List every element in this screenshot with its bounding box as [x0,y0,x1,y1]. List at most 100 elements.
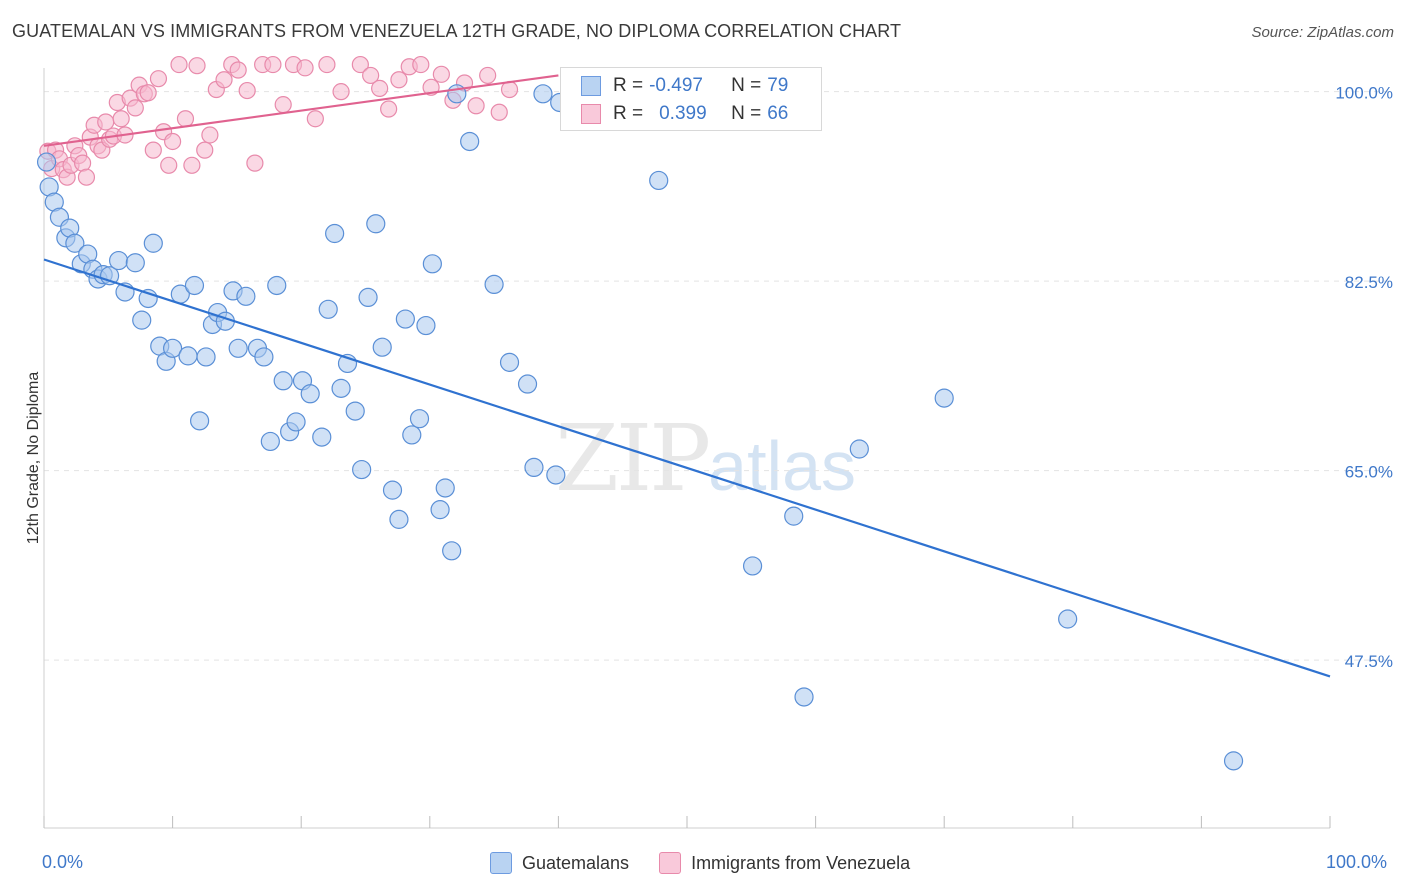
venezuela-point [371,79,389,98]
y-tick-label: 65.0% [1345,463,1393,482]
guatemalan-point [312,427,332,447]
guatemalan-point [409,409,430,429]
data-points [36,55,1244,771]
guatemalan-point [196,347,216,367]
venezuela-point [296,59,314,77]
guatemalan-point [1058,609,1078,629]
guatemalan-point [286,412,306,432]
guatemalan-point [1223,751,1244,771]
guatemalan-point [358,287,378,307]
guatemalan-point [325,223,345,244]
venezuela-point [97,113,115,131]
guatemalan-point [546,465,566,485]
venezuela-point [126,99,144,117]
guatemalan-point [435,478,455,498]
guatemalan-point [254,347,274,367]
venezuela-point [390,71,408,89]
guatemalan-point [273,371,293,391]
guatemalan-point [300,384,320,404]
y-tick-label: 47.5% [1345,652,1393,671]
guatemalan-point [65,233,85,253]
guatemalan-point [190,411,210,431]
guatemalan-point [143,233,163,253]
guatemalan-point [742,556,763,576]
guatemalan-point [331,378,351,398]
grid-lines [44,91,1390,661]
venezuela-point [490,103,508,121]
guatemalan-point [382,480,403,500]
guatemalan-point [163,338,183,358]
watermark: ZIPatlas [555,405,856,512]
venezuela-point [170,55,188,74]
venezuela-point [238,81,256,100]
chart-title: GUATEMALAN VS IMMIGRANTS FROM VENEZUELA … [12,21,902,41]
x-axis-max-label: 100.0% [1326,852,1388,872]
guatemalan-point [366,214,386,234]
venezuela-point [432,65,450,83]
venezuela-point [188,57,206,75]
guatemalan-point [260,431,280,452]
guatemalan-point [934,388,954,408]
venezuela-point [332,83,350,101]
venezuela-point [160,156,178,174]
venezuela-trend-line [43,74,559,147]
guatemalan-point [352,459,372,480]
venezuela-point [467,97,485,115]
venezuela-point [196,141,214,159]
series-legend: Guatemalans Immigrants from Venezuela [490,852,940,874]
guatemalan-point [499,352,520,372]
venezuela-point [479,66,497,85]
legend-r-value: 0.399 [659,103,707,124]
legend-label-guatemalans: Guatemalans [522,852,630,873]
guatemalan-point [484,274,504,295]
guatemalan-point [267,275,287,296]
y-axis-label: 12th Grade, No Diploma [25,372,42,545]
legend-row-guatemalans: R = -0.497 N = 79 [581,73,788,99]
legend-n-value: 79 [767,75,789,96]
venezuela-point [246,154,264,172]
venezuela-point [274,96,292,114]
guatemalan-point [108,250,129,271]
guatemalan-point [132,310,152,330]
venezuela-point [112,110,130,128]
y-tick-label: 82.5% [1345,273,1393,292]
legend-n-label: N = [731,75,762,96]
venezuela-point [412,55,430,74]
venezuela-point [73,154,92,172]
legend-swatch-pink [659,852,682,874]
venezuela-point [176,110,195,128]
guatemalan-point [228,338,248,358]
venezuela-point [215,71,233,89]
guatemalan-point [395,309,415,329]
guatemalan-point [784,506,804,526]
guatemalan-point [125,253,145,273]
trend-lines [43,74,1331,678]
guatemalan-point [184,275,205,296]
legend-item-venezuela: Immigrants from Venezuela [659,852,910,874]
venezuela-point [144,141,162,159]
x-axis-min-label: 0.0% [42,852,84,872]
venezuela-point [149,70,168,88]
venezuela-point [264,55,282,74]
guatemalan-trend-line [43,258,1331,678]
stats-legend: R = -0.497 N = 79 R = 0.399 N = 66 [560,67,822,131]
guatemalan-point [649,170,669,191]
guatemalan-point [422,254,442,274]
legend-swatch-pink [581,104,601,124]
venezuela-point [164,132,182,151]
legend-item-guatemalans: Guatemalans [490,852,629,874]
legend-swatch-blue [490,852,512,874]
venezuela-point [380,100,398,118]
guatemalan-point [178,346,198,366]
legend-r-label: R = [613,103,644,124]
guatemalan-point [389,509,409,529]
guatemalan-point [236,286,256,306]
venezuela-point [139,84,157,102]
legend-r-label: R = [613,75,644,96]
guatemalan-point [372,337,392,357]
legend-r-value: -0.497 [649,75,703,96]
venezuela-point [362,66,380,85]
axes [43,68,1331,829]
legend-n-value: 66 [767,103,789,124]
